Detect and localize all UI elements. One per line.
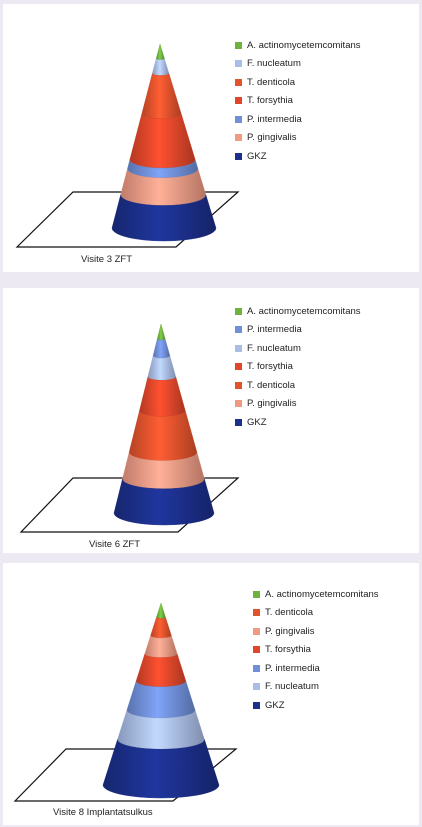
cone-segment <box>155 43 165 60</box>
cone-chart-visite-6: A. actinomycetemcomitans P. intermedia F. … <box>3 288 419 553</box>
cone-segment <box>129 113 196 169</box>
cone-chart-visite-8: A. actinomycetemcomitans T. denticola P. g… <box>3 563 419 825</box>
legend-label: F. nucleatum <box>247 342 301 354</box>
legend-item: GKZ <box>253 696 379 715</box>
legend-swatch <box>235 363 242 371</box>
cone-segment <box>135 653 187 688</box>
cone-segment <box>126 681 196 719</box>
legend-label: F. nucleatum <box>265 681 319 693</box>
legend-label: P. gingivalis <box>247 132 297 144</box>
legend-swatch <box>235 152 242 160</box>
legend-item: T. forsythia <box>235 358 361 377</box>
legend-label: T. forsythia <box>247 95 293 107</box>
legend-item: F. nucleatum <box>235 55 361 74</box>
legend-swatch <box>253 627 260 635</box>
legend-item: T. forsythia <box>235 92 361 111</box>
chart-legend: A. actinomycetemcomitans T. denticola P. g… <box>253 585 379 715</box>
cone-segment <box>150 617 172 639</box>
chart-legend: A. actinomycetemcomitans F. nucleatum T. d… <box>235 36 361 166</box>
chart-title: Visite 3 ZFT <box>81 254 133 265</box>
cone-chart-svg <box>19 323 240 533</box>
legend-swatch <box>253 701 260 709</box>
chart-title: Visite 8 Implantatsulkus <box>53 807 153 818</box>
legend-item: T. forsythia <box>253 641 379 660</box>
cone-segment <box>139 376 186 417</box>
legend-swatch <box>235 326 242 334</box>
legend-item: P. gingivalis <box>235 395 361 414</box>
legend-swatch <box>235 418 242 426</box>
legend-item: P. intermedia <box>235 321 361 340</box>
legend-label: T. denticola <box>247 76 296 88</box>
cone-chart-svg <box>15 43 240 248</box>
legend-label: A. actinomycetemcomitans <box>265 588 379 600</box>
legend-swatch <box>253 609 260 617</box>
legend-swatch <box>235 97 242 105</box>
legend-swatch <box>253 590 260 598</box>
legend-item: F. nucleatum <box>235 339 361 358</box>
legend-label: GKZ <box>247 416 267 428</box>
legend-label: T. denticola <box>265 607 314 619</box>
legend-label: T. forsythia <box>247 361 293 373</box>
legend-swatch <box>235 381 242 389</box>
legend-item: T. denticola <box>253 604 379 623</box>
legend-swatch <box>235 41 242 49</box>
cone-segment <box>102 739 220 799</box>
legend-item: A. actinomycetemcomitans <box>235 302 361 321</box>
legend-item: A. actinomycetemcomitans <box>235 36 361 55</box>
chart-legend: A. actinomycetemcomitans P. intermedia F. … <box>235 302 361 432</box>
legend-swatch <box>235 115 242 123</box>
legend-item: P. gingivalis <box>253 622 379 641</box>
legend-swatch <box>235 134 242 142</box>
cone-chart-svg <box>13 602 238 802</box>
legend-swatch <box>253 683 260 691</box>
legend-swatch <box>235 78 242 86</box>
cone-segment <box>157 323 166 341</box>
cone-segment <box>141 73 182 120</box>
legend-item: T. denticola <box>235 376 361 395</box>
legend-item: GKZ <box>235 413 361 432</box>
legend-swatch <box>253 664 260 672</box>
legend-label: P. intermedia <box>247 113 302 125</box>
legend-label: A. actinomycetemcomitans <box>247 305 361 317</box>
legend-item: P. intermedia <box>235 110 361 129</box>
legend-swatch <box>235 60 242 68</box>
legend-label: A. actinomycetemcomitans <box>247 39 361 51</box>
cone-segment <box>156 602 166 619</box>
legend-label: T. denticola <box>247 379 296 391</box>
legend-item: T. denticola <box>235 73 361 92</box>
legend-label: P. intermedia <box>247 324 302 336</box>
cone-segment <box>113 478 215 526</box>
legend-item: P. gingivalis <box>235 129 361 148</box>
cone-segment <box>111 194 217 242</box>
legend-label: P. gingivalis <box>265 625 315 637</box>
cone-segment <box>144 635 178 658</box>
legend-label: P. intermedia <box>265 662 320 674</box>
legend-swatch <box>235 344 242 352</box>
cone-segment <box>147 356 177 381</box>
legend-swatch <box>235 307 242 315</box>
legend-item: F. nucleatum <box>253 678 379 697</box>
legend-swatch <box>253 646 260 654</box>
legend-item: A. actinomycetemcomitans <box>253 585 379 604</box>
legend-label: T. forsythia <box>265 644 311 656</box>
legend-label: GKZ <box>265 699 285 711</box>
cone-segment <box>152 338 171 359</box>
legend-item: GKZ <box>235 147 361 166</box>
legend-label: F. nucleatum <box>247 58 301 70</box>
cone-segment <box>128 410 198 461</box>
legend-label: P. gingivalis <box>247 398 297 410</box>
cone-segment <box>152 58 170 76</box>
chart-title: Visite 6 ZFT <box>89 539 141 550</box>
legend-item: P. intermedia <box>253 659 379 678</box>
legend-label: GKZ <box>247 150 267 162</box>
cone-chart-visite-3: A. actinomycetemcomitans F. nucleatum T. d… <box>3 4 419 272</box>
legend-swatch <box>235 400 242 408</box>
